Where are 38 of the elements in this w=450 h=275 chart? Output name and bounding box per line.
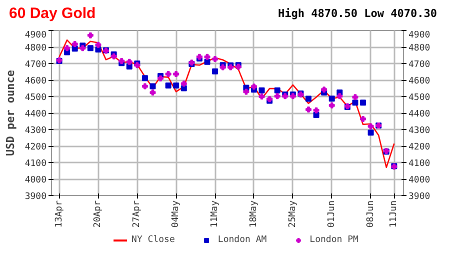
y2-tick-label: 4800 [408,44,430,54]
y2-tick-label: 4400 [408,110,430,120]
x-tick-label: 18May [248,200,259,228]
chart-subtitle: High 4870.50 Low 4070.30 [278,7,437,20]
y-tick-label: 4900 [24,30,47,40]
y-tick-label: 4700 [24,60,47,70]
legend-label: NY Close [132,235,175,245]
x-tick-label: 13Apr [54,200,64,228]
y-tick-label: 4500 [24,93,47,103]
y-tick-label: 4800 [24,44,47,54]
x-tick-label: 11May [210,200,220,228]
y-tick-label: 4200 [24,142,47,152]
x-tick-label: 11Jun [389,200,400,228]
y-tick-label: 4400 [24,110,47,120]
y2-tick-label: 4200 [408,142,430,152]
x-tick-label: 20Apr [93,200,104,228]
y-tick-label: 4600 [24,76,47,86]
legend-label: London PM [310,235,358,245]
y2-tick-label: 4700 [408,60,430,70]
y-tick-label: 4100 [24,159,47,169]
y2-tick-label: 3900 [408,192,430,202]
y2-tick-label: 4300 [408,126,430,136]
x-tick-label: 08Jun [366,200,376,228]
x-tick-label: 25May [288,200,298,228]
y-tick-label: 4000 [24,176,47,186]
x-tick-label: 27Apr [132,200,142,228]
y2-tick-label: 4000 [408,176,430,186]
y2-tick-label: 4600 [408,76,430,86]
y-axis-title: USD per ounce [4,70,17,156]
chart-title: 60 Day Gold [9,5,96,22]
y-tick-label: 4300 [24,126,47,136]
y-tick-label: 3900 [24,192,47,202]
x-tick-label: 04May [171,200,182,228]
y2-tick-label: 4900 [408,30,430,40]
legend-label: London AM [218,235,267,245]
y2-tick-label: 4100 [408,159,430,169]
x-tick-label: 01Jun [326,200,337,228]
y2-tick-label: 4500 [408,93,430,103]
